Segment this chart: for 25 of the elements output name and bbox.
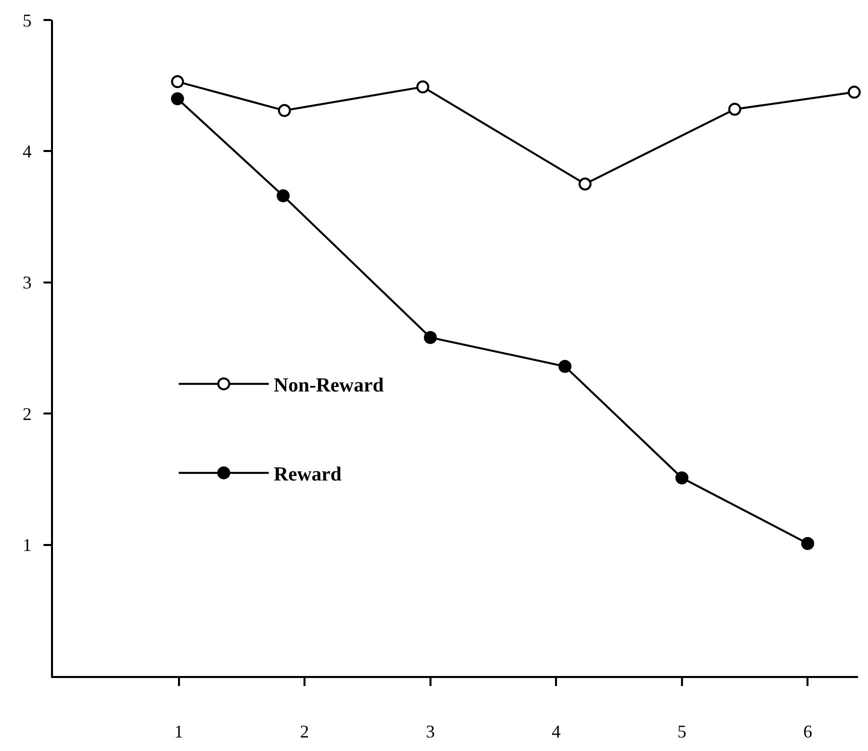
- point: [801, 536, 814, 550]
- y-tick-label: 5: [22, 10, 32, 30]
- y-tick-label: 2: [22, 404, 32, 424]
- y-tick-label: 1: [22, 535, 32, 556]
- x-tick-label: 4: [552, 721, 561, 742]
- point: [171, 75, 184, 88]
- point: [728, 102, 742, 116]
- legend-label: Non-Reward: [274, 374, 384, 397]
- point: [578, 178, 592, 190]
- x-tick-label: 5: [677, 721, 686, 742]
- x-tick-label: 6: [803, 721, 812, 742]
- point: [416, 80, 430, 94]
- x-tick-label: 3: [426, 721, 435, 742]
- point: [278, 104, 291, 118]
- point: [675, 471, 688, 484]
- y-tick-label: 4: [22, 142, 32, 162]
- x-tick-label: 2: [300, 721, 310, 742]
- legend-label: Reward: [274, 464, 342, 486]
- y-tick-label: 3: [22, 272, 32, 293]
- point: [848, 86, 861, 99]
- point: [424, 331, 437, 344]
- point: [171, 92, 184, 106]
- x-tick-label: 1: [174, 721, 184, 742]
- point: [276, 189, 290, 202]
- point: [558, 360, 572, 373]
